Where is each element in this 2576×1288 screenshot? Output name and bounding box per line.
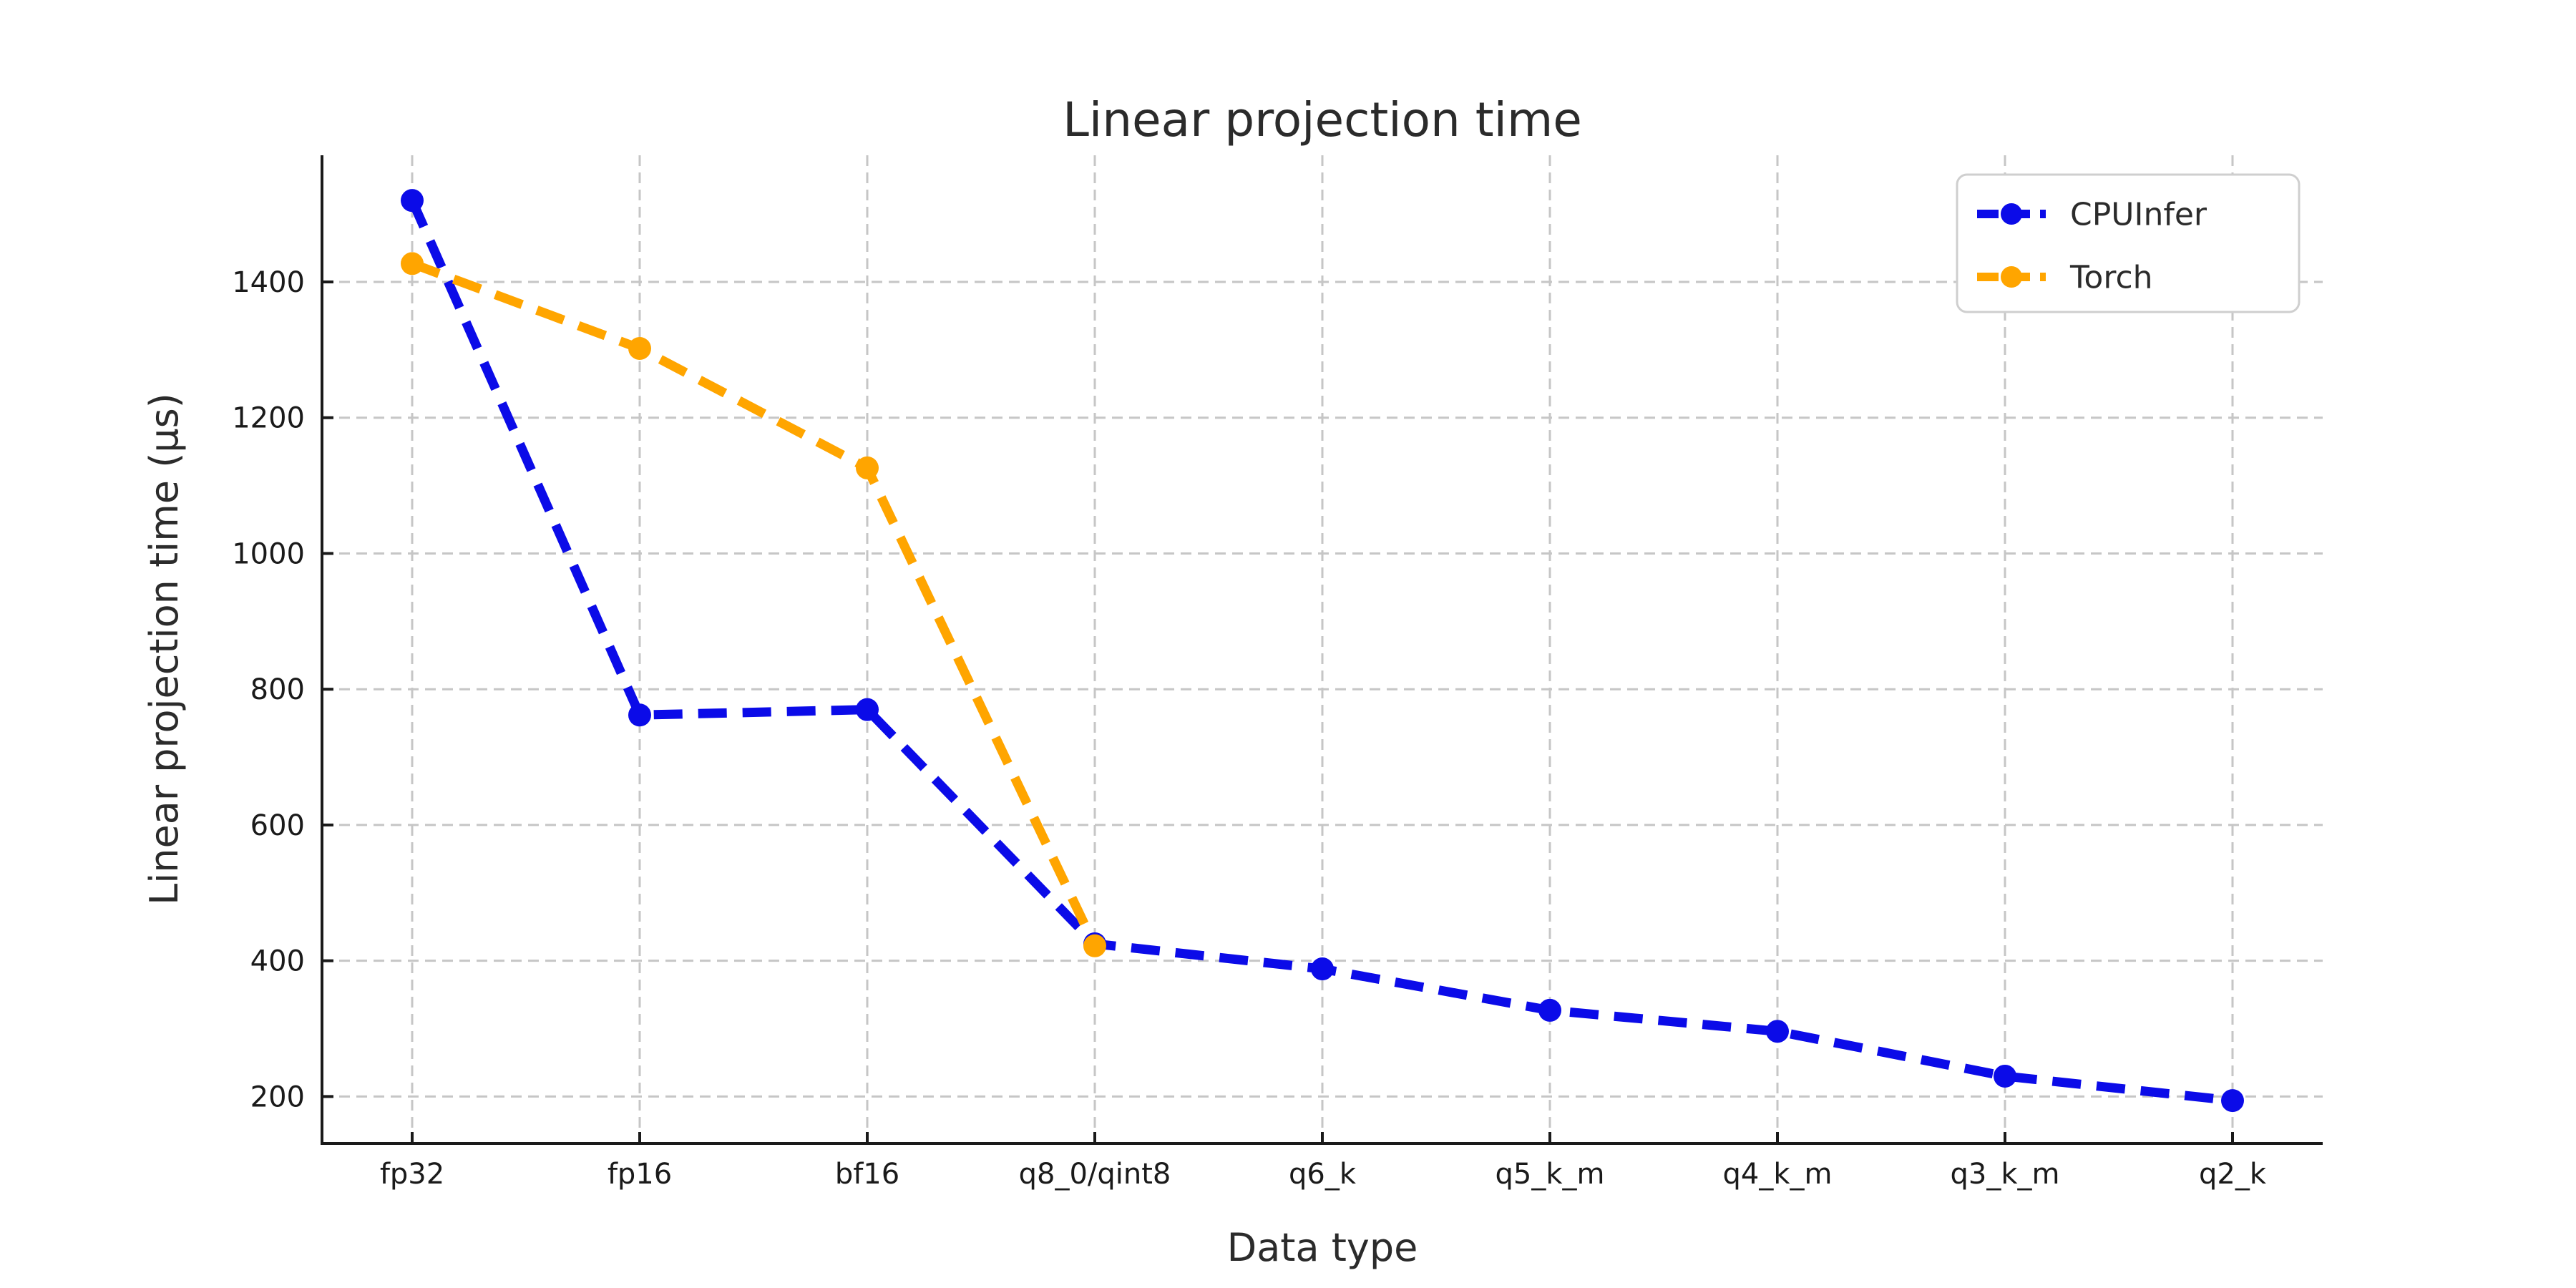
x-tick-label: q3_k_m <box>1951 1158 2060 1191</box>
data-point-torch-fp16 <box>628 336 651 360</box>
series-line-torch <box>410 259 1099 948</box>
x-tick-label: q5_k_m <box>1496 1158 1605 1191</box>
legend-marker <box>2001 266 2022 288</box>
legend-marker <box>2001 203 2022 225</box>
x-tick-label: q6_k <box>1289 1158 1357 1191</box>
data-point-torch-q8_0/qint8 <box>1083 934 1106 957</box>
chart-title: Linear projection time <box>1063 92 1582 147</box>
axis-layer: 200 400 600 800 1000 1200 1400 fp32 fp16 bf16 q8_0… <box>232 155 2323 1191</box>
y-tick-label: 600 <box>250 809 305 842</box>
data-point-cpuinfer-q6_k <box>1311 957 1334 981</box>
x-tick-label: q8_0/qint8 <box>1019 1158 1171 1191</box>
y-tick-label: 200 <box>250 1080 305 1113</box>
x-tick-label: bf16 <box>835 1158 899 1191</box>
x-tick-label: q2_k <box>2199 1158 2267 1191</box>
y-tick-label: 1000 <box>232 537 305 570</box>
x-axis-label: Data type <box>1227 1225 1418 1270</box>
legend-layer: CPUInfer Torch <box>1956 173 2301 313</box>
y-tick-label: 800 <box>250 673 305 706</box>
x-tick-label: fp16 <box>608 1158 672 1191</box>
legend-label: CPUInfer <box>2070 196 2207 233</box>
x-tick-label: fp32 <box>380 1158 444 1191</box>
y-axis-label: Linear projection time (µs) <box>142 393 187 905</box>
data-point-cpuinfer-q4_k_m <box>1766 1020 1789 1043</box>
legend-label: Torch <box>2069 259 2153 296</box>
x-tick-label: q4_k_m <box>1723 1158 1833 1191</box>
y-tick-label: 400 <box>250 945 305 978</box>
data-point-torch-bf16 <box>856 456 879 479</box>
y-tick-label: 1200 <box>232 402 305 435</box>
data-point-cpuinfer-q3_k_m <box>1994 1064 2016 1088</box>
data-point-torch-fp32 <box>401 252 424 275</box>
data-point-cpuinfer-fp32 <box>401 189 424 213</box>
y-tick-label: 1400 <box>232 266 305 299</box>
series-layer <box>401 189 2244 1113</box>
data-point-cpuinfer-q2_k <box>2221 1089 2244 1113</box>
data-point-cpuinfer-q5_k_m <box>1538 998 1561 1022</box>
data-point-cpuinfer-bf16 <box>856 698 879 721</box>
data-point-cpuinfer-fp16 <box>628 703 651 727</box>
